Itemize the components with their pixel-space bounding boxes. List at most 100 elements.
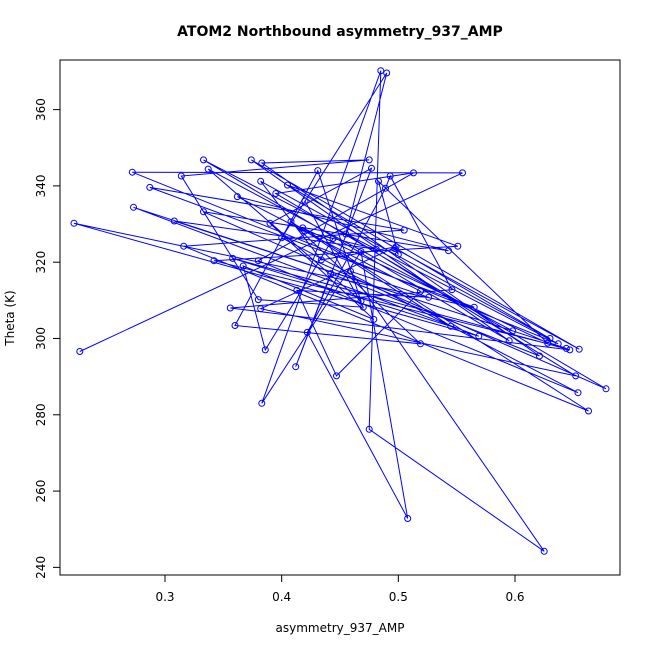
data-point (287, 218, 295, 226)
data-point (447, 322, 455, 330)
x-tick-label: 0.5 (389, 590, 408, 604)
data-point (257, 177, 265, 185)
data-point (299, 224, 307, 232)
data-point (210, 257, 218, 265)
x-tick-label: 0.4 (272, 590, 291, 604)
data-point (146, 183, 154, 191)
data-point (359, 303, 367, 311)
data-point (383, 69, 391, 77)
data-point (540, 547, 548, 555)
data-point (292, 363, 300, 371)
data-point (317, 256, 325, 264)
y-tick-label: 320 (34, 251, 48, 274)
data-point (239, 262, 247, 270)
data-point (76, 348, 84, 355)
x-axis: 0.3 0.4 0.5 0.6 (155, 575, 525, 604)
data-point (386, 172, 394, 180)
data-point (509, 327, 517, 335)
series-line (73, 70, 607, 552)
y-tick-label: 360 (34, 98, 48, 121)
plot-area (59, 59, 621, 576)
data-point (200, 156, 207, 164)
data-point (272, 190, 280, 197)
data-point (445, 247, 452, 255)
y-tick-label: 240 (34, 556, 48, 579)
data-point (572, 372, 580, 380)
data-point (204, 165, 212, 173)
data-point (454, 242, 462, 250)
data-point (254, 257, 262, 265)
chart-title: ATOM2 Northbound asymmetry_937_AMP (177, 24, 503, 40)
series-lines (73, 70, 607, 552)
y-axis: 240 260 280 300 320 340 360 (34, 98, 60, 579)
data-point (554, 340, 562, 348)
data-point (128, 168, 136, 176)
data-point (562, 344, 570, 352)
data-point (347, 267, 354, 275)
y-tick-label: 300 (34, 327, 48, 350)
data-point (368, 164, 375, 172)
data-point (365, 425, 373, 433)
data-point (200, 208, 207, 216)
data-point (404, 515, 412, 522)
data-point (417, 340, 424, 348)
data-point (410, 169, 417, 177)
data-point (170, 217, 178, 225)
data-point (226, 304, 234, 312)
data-point (585, 407, 592, 415)
y-tick-label: 260 (34, 480, 48, 503)
data-point (470, 303, 478, 311)
data-point (400, 226, 408, 234)
data-point (342, 230, 350, 238)
data-point (425, 293, 433, 301)
data-point (391, 245, 399, 252)
data-point (247, 156, 255, 164)
data-point (475, 332, 483, 340)
data-point (258, 159, 266, 167)
data-point (233, 193, 241, 201)
data-point (459, 169, 466, 177)
data-point (293, 286, 301, 294)
data-point (505, 337, 513, 345)
data-point (566, 346, 574, 354)
data-point (357, 248, 365, 255)
data-point (448, 286, 456, 294)
data-point (375, 177, 382, 185)
plot-border (59, 59, 621, 576)
data-point (303, 328, 311, 336)
series-points (70, 67, 610, 555)
data-point (257, 305, 265, 313)
data-point (278, 234, 286, 242)
data-point (394, 251, 402, 259)
data-point (333, 372, 340, 380)
data-point (417, 287, 424, 295)
data-point (258, 399, 266, 407)
data-point (377, 67, 385, 75)
data-point (536, 352, 543, 360)
data-point (546, 335, 554, 342)
data-point (70, 219, 78, 227)
data-point (329, 235, 337, 242)
data-point (392, 243, 400, 251)
data-point (574, 389, 582, 397)
y-tick-label: 280 (34, 403, 48, 426)
x-axis-label: asymmetry_937_AMP (276, 621, 405, 635)
data-point (327, 270, 335, 278)
data-point (130, 203, 137, 211)
y-axis-label: Theta (K) (3, 290, 17, 346)
data-point (602, 385, 610, 393)
data-point (177, 172, 185, 180)
y-tick-label: 340 (34, 174, 48, 197)
x-tick-label: 0.6 (505, 590, 524, 604)
data-point (284, 181, 291, 189)
data-point (365, 156, 373, 164)
data-point (266, 219, 274, 227)
data-point (180, 242, 188, 250)
data-point (575, 345, 583, 353)
data-point (370, 315, 378, 323)
data-point (261, 346, 269, 354)
data-point (314, 167, 322, 175)
data-point (301, 197, 309, 205)
